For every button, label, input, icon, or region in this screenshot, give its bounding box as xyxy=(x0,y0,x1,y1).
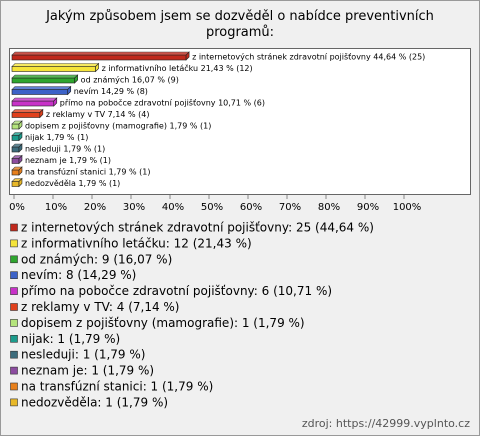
bar-side xyxy=(18,131,23,142)
chart-title: Jakým způsobem jsem se dozvěděl o nabídc… xyxy=(46,9,434,40)
bar-side xyxy=(39,108,44,119)
legend-swatch xyxy=(10,255,18,264)
bar xyxy=(11,169,20,176)
legend-swatch xyxy=(10,303,18,311)
x-tick-label: 10% xyxy=(45,202,67,213)
x-tick-label: 50% xyxy=(201,202,223,213)
bar xyxy=(11,89,69,95)
value-label: z reklamy v TV 7,14 % (4) xyxy=(46,110,150,119)
bar-top xyxy=(11,109,44,113)
legend-swatch xyxy=(10,287,18,295)
x-tick-label: 60% xyxy=(240,202,262,213)
bar xyxy=(11,158,20,164)
legend-label: nevím: 8 (14,29 %) xyxy=(21,268,136,282)
bar xyxy=(11,54,187,61)
bar xyxy=(11,181,20,187)
bar-side xyxy=(95,62,99,73)
legend-swatch xyxy=(10,382,18,391)
bar xyxy=(11,146,20,153)
value-label: z informativního letáčku 21,43 % (12) xyxy=(102,63,253,73)
bar-side xyxy=(67,85,72,96)
legend-label: na transfúzní stanici: 1 (1,79 %) xyxy=(21,380,213,394)
bar-top xyxy=(11,74,79,79)
legend-label: z informativního letáčku: 12 (21,43 %) xyxy=(21,236,252,250)
bar-side xyxy=(18,143,23,153)
x-tick-label: 90% xyxy=(357,202,379,213)
value-label: nevím 14,29 % (8) xyxy=(74,87,148,96)
legend-swatch xyxy=(10,239,18,248)
source: zdroj: https://42999.vyplnto.cz xyxy=(302,417,470,430)
legend-label: nesleduji: 1 (1,79 %) xyxy=(21,348,145,362)
x-tick-label: 80% xyxy=(318,202,340,213)
bar xyxy=(11,77,75,84)
legend-label: z internetových stránek zdravotní pojišť… xyxy=(21,221,374,235)
bar-top xyxy=(11,63,100,67)
x-tick-label: 100% xyxy=(393,202,422,213)
legend-swatch xyxy=(10,334,18,343)
value-label: dopisem z pojišťovny (mamografie) 1,79 %… xyxy=(25,121,211,131)
value-label: neznam je 1,79 % (1) xyxy=(25,156,111,165)
value-label: nedozvěděla 1,79 % (1) xyxy=(25,179,120,188)
bar-side xyxy=(18,177,23,188)
value-label: z internetových stránek zdravotní pojišť… xyxy=(192,52,425,62)
legend-swatch xyxy=(10,350,18,359)
legend-swatch xyxy=(10,223,18,232)
legend-label: dopisem z pojišťovny (mamografie): 1 (1,… xyxy=(21,316,305,330)
value-label: od známých 16,07 % (9) xyxy=(81,76,179,85)
bar-top xyxy=(11,86,72,90)
value-label: přímo na pobočce zdravotní pojišťovny 10… xyxy=(60,98,265,108)
bar-top xyxy=(11,51,190,56)
legend-swatch xyxy=(10,398,18,407)
bar-side xyxy=(74,74,78,84)
bar xyxy=(11,123,20,130)
bar xyxy=(11,135,20,141)
legend-label: z reklamy v TV: 4 (7,14 %) xyxy=(21,300,180,314)
title-box: Jakým způsobem jsem se dozvěděl o nabídc… xyxy=(46,9,434,40)
legend-label: nijak: 1 (1,79 %) xyxy=(21,332,120,346)
x-tick-label: 70% xyxy=(279,202,301,213)
bar-side xyxy=(53,97,58,107)
bar-side xyxy=(18,166,23,176)
bar-side xyxy=(185,51,190,61)
bar-top xyxy=(11,97,58,102)
value-label: na transfúzní stanici 1,79 % (1) xyxy=(25,168,151,177)
legend-label: od známých: 9 (16,07 %) xyxy=(21,252,172,266)
bar xyxy=(11,66,96,72)
bar-side xyxy=(18,154,23,165)
bar-side xyxy=(18,120,23,130)
legend-swatch xyxy=(10,271,18,280)
legend-label: přímo na pobočce zdravotní pojišťovny: 6… xyxy=(21,284,332,298)
x-tick-label: 20% xyxy=(84,202,106,213)
value-label: nijak 1,79 % (1) xyxy=(25,133,88,142)
legend-swatch xyxy=(10,366,18,375)
plot-area xyxy=(9,48,471,195)
x-tick-label: 30% xyxy=(123,202,145,213)
bar xyxy=(11,100,55,107)
legend-label: nedozvěděla: 1 (1,79 %) xyxy=(21,395,168,409)
value-label: nesleduji 1,79 % (1) xyxy=(25,145,105,154)
x-tick-label: 40% xyxy=(162,202,184,213)
x-tick-label: 0% xyxy=(9,202,25,213)
legend-label: neznam je: 1 (1,79 %) xyxy=(21,364,154,378)
legend-swatch xyxy=(10,319,18,327)
bar xyxy=(11,112,41,118)
